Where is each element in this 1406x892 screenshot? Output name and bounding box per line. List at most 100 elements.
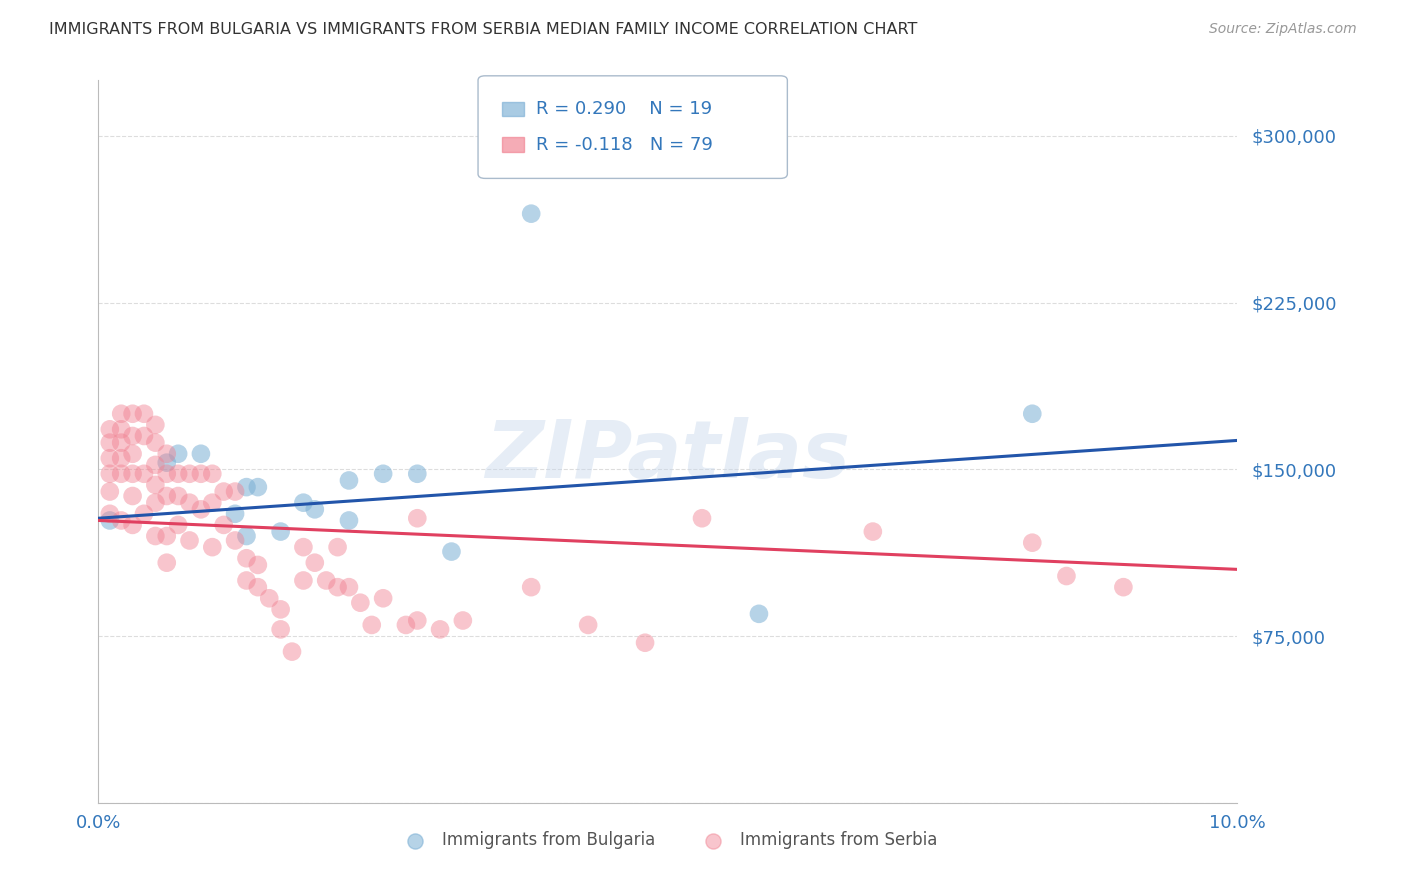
Point <box>167 467 190 481</box>
Point <box>520 207 543 221</box>
Point <box>201 496 224 510</box>
Point <box>349 596 371 610</box>
Point <box>429 623 451 637</box>
Point <box>98 422 121 436</box>
Point <box>179 533 201 548</box>
Point <box>281 645 304 659</box>
Point <box>212 484 235 499</box>
Point <box>406 511 429 525</box>
Point <box>1021 535 1043 549</box>
Point <box>145 496 167 510</box>
Point <box>304 556 326 570</box>
Point <box>270 623 292 637</box>
Point <box>451 614 474 628</box>
Point <box>110 513 132 527</box>
Point <box>326 580 349 594</box>
Text: R = -0.118   N = 79: R = -0.118 N = 79 <box>536 136 713 153</box>
Text: IMMIGRANTS FROM BULGARIA VS IMMIGRANTS FROM SERBIA MEDIAN FAMILY INCOME CORRELAT: IMMIGRANTS FROM BULGARIA VS IMMIGRANTS F… <box>49 22 918 37</box>
Point <box>201 540 224 554</box>
Point <box>326 540 349 554</box>
Point <box>190 467 212 481</box>
Point <box>167 489 190 503</box>
Point <box>520 580 543 594</box>
Legend: Immigrants from Bulgaria, Immigrants from Serbia: Immigrants from Bulgaria, Immigrants fro… <box>392 824 943 856</box>
Point <box>201 467 224 481</box>
Point <box>406 614 429 628</box>
Point <box>110 407 132 421</box>
Point <box>110 422 132 436</box>
Point <box>190 502 212 516</box>
Point <box>246 580 269 594</box>
Point <box>179 467 201 481</box>
Point <box>373 591 395 606</box>
Point <box>179 496 201 510</box>
Point <box>132 429 155 443</box>
Point <box>98 513 121 527</box>
Point <box>1021 407 1043 421</box>
Point <box>156 529 179 543</box>
Point <box>224 507 246 521</box>
Point <box>132 407 155 421</box>
Point <box>156 556 179 570</box>
Point <box>337 580 360 594</box>
Point <box>259 591 281 606</box>
Point <box>156 467 179 481</box>
Point <box>121 489 143 503</box>
Point <box>395 618 418 632</box>
Point <box>862 524 884 539</box>
Point <box>145 529 167 543</box>
Text: R = 0.290    N = 19: R = 0.290 N = 19 <box>536 100 711 118</box>
Point <box>121 467 143 481</box>
Point <box>132 507 155 521</box>
Point <box>145 458 167 472</box>
Point <box>121 407 143 421</box>
Point <box>246 558 269 572</box>
Point <box>304 502 326 516</box>
Point <box>121 447 143 461</box>
Point <box>292 540 315 554</box>
Point <box>145 417 167 432</box>
Point <box>156 456 179 470</box>
Point <box>190 447 212 461</box>
Point <box>1112 580 1135 594</box>
Point <box>224 533 246 548</box>
Point <box>373 467 395 481</box>
Point <box>315 574 337 588</box>
Point <box>235 480 257 494</box>
Text: Source: ZipAtlas.com: Source: ZipAtlas.com <box>1209 22 1357 37</box>
Text: ZIPatlas: ZIPatlas <box>485 417 851 495</box>
Point <box>748 607 770 621</box>
Point <box>246 480 269 494</box>
Point <box>145 478 167 492</box>
Point <box>110 451 132 466</box>
Point <box>132 467 155 481</box>
Point <box>98 484 121 499</box>
Point <box>576 618 599 632</box>
Point <box>337 474 360 488</box>
Point <box>145 435 167 450</box>
Point <box>360 618 382 632</box>
Point <box>406 467 429 481</box>
Point <box>440 544 463 558</box>
Point <box>121 429 143 443</box>
Point <box>156 447 179 461</box>
Point <box>235 551 257 566</box>
Point <box>292 496 315 510</box>
Point <box>634 636 657 650</box>
Point <box>224 484 246 499</box>
Point <box>167 447 190 461</box>
Point <box>270 602 292 616</box>
Point <box>337 513 360 527</box>
Point <box>167 517 190 532</box>
Point <box>98 467 121 481</box>
Point <box>235 529 257 543</box>
Point <box>156 489 179 503</box>
Point <box>212 517 235 532</box>
Point <box>98 507 121 521</box>
Point <box>121 517 143 532</box>
Point <box>110 435 132 450</box>
Point <box>292 574 315 588</box>
Point <box>98 451 121 466</box>
Point <box>270 524 292 539</box>
Point <box>110 467 132 481</box>
